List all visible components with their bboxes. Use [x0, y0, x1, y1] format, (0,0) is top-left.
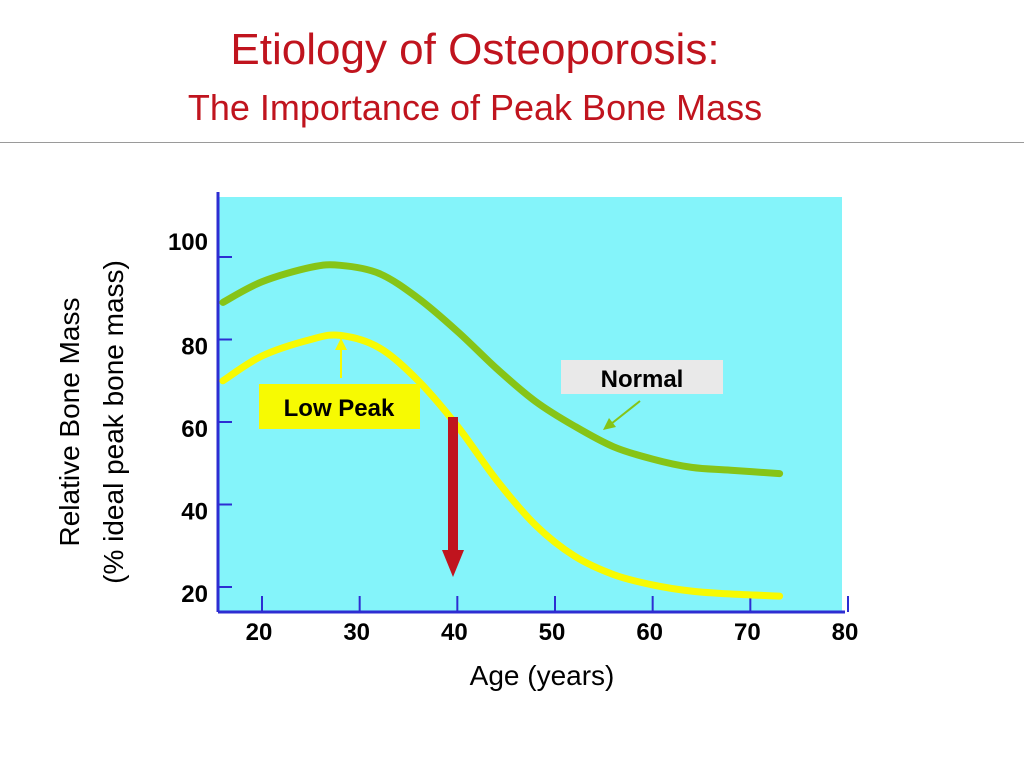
tick-labels: 20 40 60 80 100 20 30 40 50 60 70 80 [168, 229, 858, 646]
low-peak-pointer-arrowhead [335, 338, 347, 350]
y-axis-title-line2: (% ideal peak bone mass) [98, 260, 129, 584]
series-low-peak-line [219, 331, 784, 600]
normal-pointer-arrow [610, 400, 641, 425]
normal-label-box [561, 360, 723, 394]
y-tick-label: 100 [168, 229, 208, 256]
x-tick-label: 80 [832, 619, 859, 646]
slide-title: Etiology of Osteoporosis: [230, 25, 720, 74]
y-tick-label: 80 [181, 334, 208, 361]
title-divider [0, 142, 1024, 143]
y-tick-label: 20 [181, 581, 208, 608]
normal-label: Normal [601, 366, 684, 393]
y-tick-label: 60 [181, 416, 208, 443]
x-tick-label: 70 [734, 619, 761, 646]
x-tick-label: 30 [343, 619, 370, 646]
x-tick-label: 50 [539, 619, 566, 646]
chart-axes [216, 192, 849, 614]
series-normal-line [219, 261, 784, 478]
annotation-layer: Normal Low Peak [259, 338, 723, 577]
x-tick-label: 20 [246, 619, 273, 646]
normal-pointer-arrowhead [603, 418, 616, 430]
decline-arrowhead [442, 550, 464, 577]
x-tick-label: 40 [441, 619, 468, 646]
y-axis-title-line1: Relative Bone Mass [54, 297, 85, 546]
decline-arrow-shaft [448, 417, 458, 552]
low-peak-label-box [259, 384, 420, 429]
y-tick-label: 40 [181, 499, 208, 526]
x-axis-title: Age (years) [470, 660, 615, 691]
x-tick-label: 60 [636, 619, 663, 646]
slide-subtitle: The Importance of Peak Bone Mass [187, 87, 763, 128]
low-peak-label: Low Peak [284, 395, 395, 422]
series-layer [219, 261, 784, 600]
